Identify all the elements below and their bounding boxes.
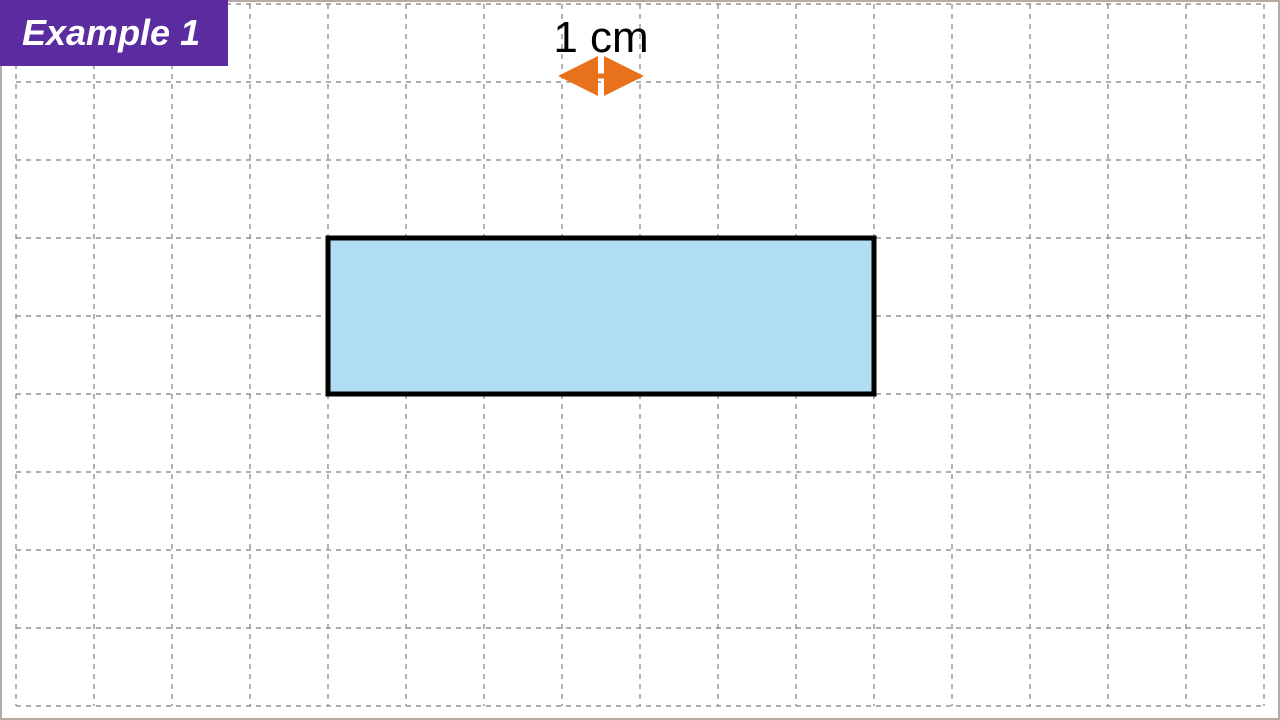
example-badge: Example 1 (0, 0, 228, 66)
measured-rectangle (328, 238, 874, 394)
grid-svg: 1 cm (0, 0, 1280, 720)
example-badge-text: Example 1 (22, 12, 200, 53)
diagram-canvas: 1 cm Example 1 (0, 0, 1280, 720)
scale-label: 1 cm (553, 13, 648, 62)
